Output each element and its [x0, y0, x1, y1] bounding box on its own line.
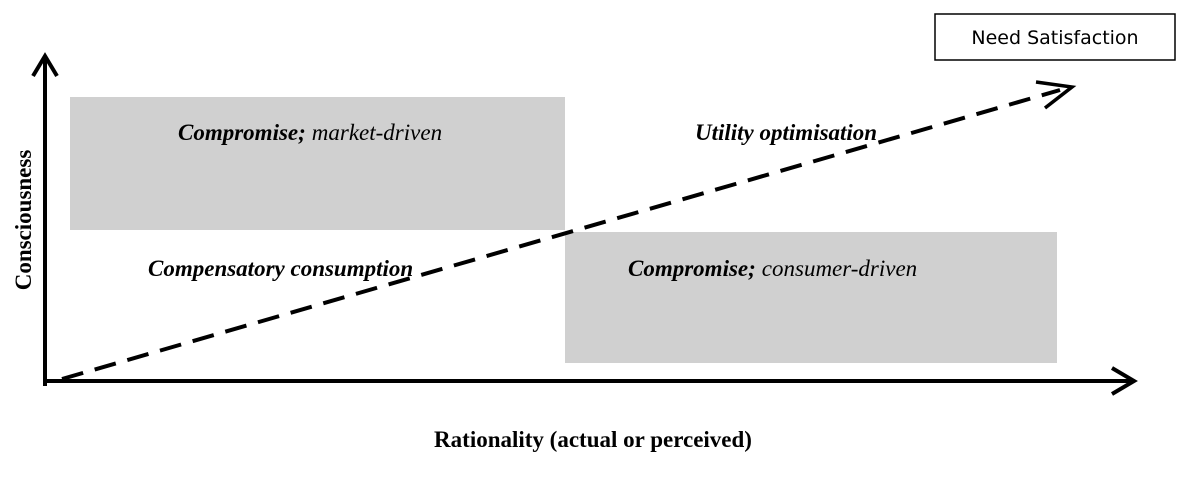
italic-text: consumer-driven [762, 256, 917, 281]
quadrant-label: Compromise; consumer-driven [628, 256, 917, 281]
quadrant-box [565, 232, 1057, 363]
dashed-arrow [61, 88, 1061, 381]
y-axis-label: Consciousness [11, 150, 36, 291]
bold-text: Compromise; [628, 256, 756, 281]
y-axis-arrow [31, 52, 59, 78]
quadrant-box [70, 97, 565, 230]
quadrant-label: Compromise; market-driven [178, 120, 442, 145]
bold-text: Compromise; [178, 120, 306, 145]
italic-text: market-driven [312, 120, 442, 145]
dashed-arrow-head [1035, 80, 1077, 110]
quadrant-label: Compensatory consumption [148, 256, 413, 281]
need-satisfaction-box [934, 13, 1176, 61]
x-axis-arrow [1110, 366, 1138, 396]
x-axis-label: Rationality (actual or perceived) [434, 427, 752, 452]
quadrant-label: Utility optimisation [695, 120, 877, 145]
box-label: Need Satisfaction [971, 27, 1138, 49]
